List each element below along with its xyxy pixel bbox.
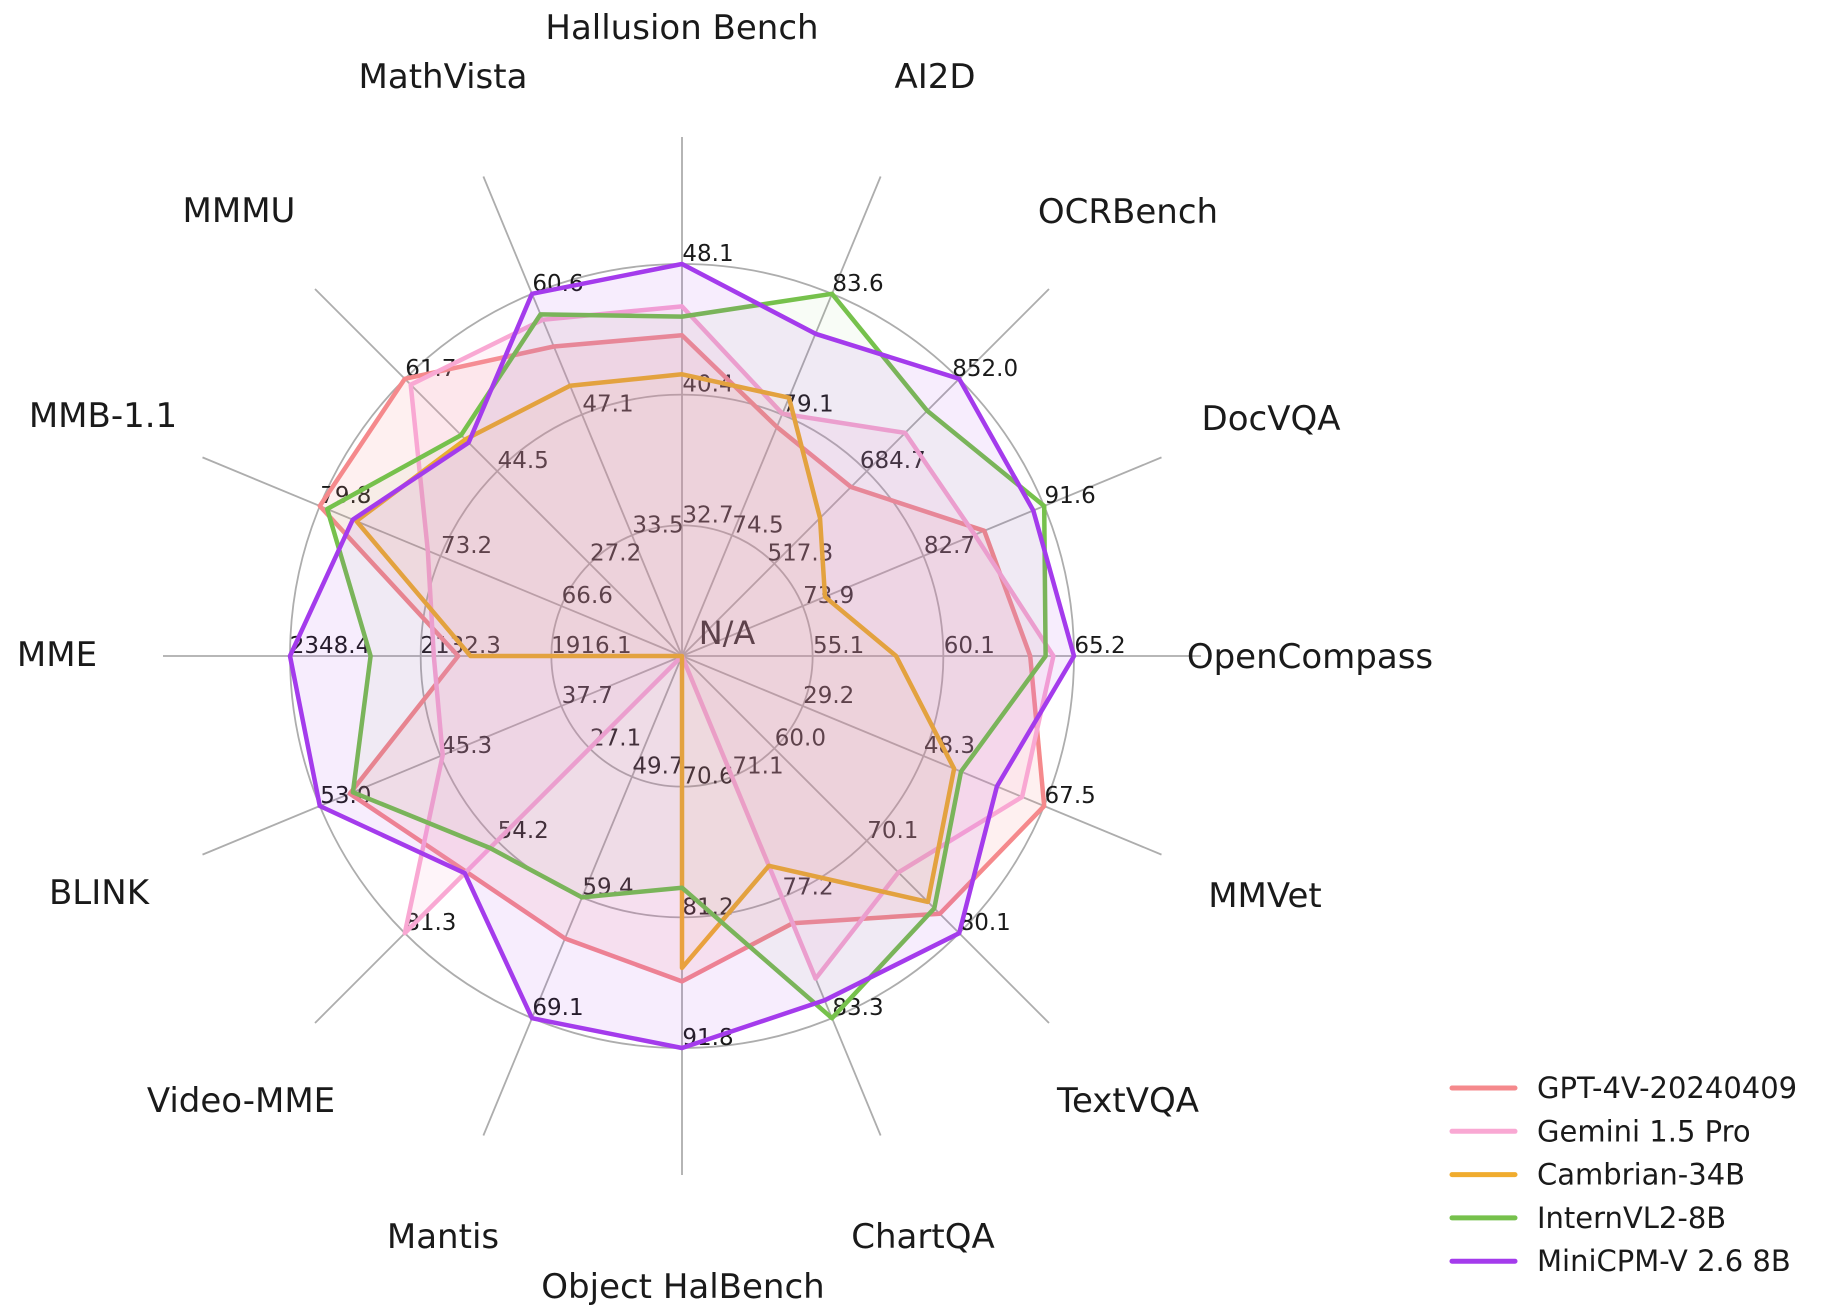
tick-label-blink-1: 37.7 — [562, 683, 613, 709]
tick-label-mathvista-1: 33.5 — [632, 512, 683, 538]
tick-label-opencompass-1: 55.1 — [813, 633, 864, 659]
legend-label-cambrian-34b: Cambrian-34B — [1537, 1158, 1745, 1192]
axis-label-mmb-1-1: MMB-1.1 — [29, 396, 177, 436]
axis-label-mmmu: MMMU — [183, 191, 296, 231]
tick-label-docvqa-3: 91.6 — [1045, 483, 1096, 509]
series-polygon-minicpm-v-2-6-8b — [287, 261, 1077, 1051]
axis-label-opencompass: OpenCompass — [1187, 637, 1433, 677]
legend-item-cambrian-34b: Cambrian-34B — [1449, 1158, 1745, 1192]
axis-label-mme: MME — [17, 635, 97, 675]
tick-label-opencompass-2: 60.1 — [944, 633, 995, 659]
axis-label-mmvet: MMVet — [1208, 876, 1322, 916]
tick-label-mmmu-2: 44.5 — [498, 448, 549, 474]
axis-spoke-mmvet — [681, 655, 1162, 856]
center-na-label: N/A — [699, 614, 756, 652]
tick-label-mathvista-2: 47.1 — [582, 392, 633, 418]
series-polygon-gemini-1-5-pro — [402, 304, 1056, 981]
axis-spoke-ai2d — [681, 176, 882, 657]
axis-spoke-textvqa — [681, 655, 1050, 1024]
series-polygon-internvl2-8b — [324, 291, 1048, 1021]
tick-label-hallusion-bench-1: 32.7 — [682, 502, 733, 528]
tick-label-opencompass-3: 65.2 — [1074, 633, 1125, 659]
axis-spoke-docvqa — [681, 456, 1162, 657]
axis-label-ai2d: AI2D — [894, 57, 975, 97]
tick-label-blink-2: 45.3 — [441, 733, 492, 759]
legend-label-gpt-4v-20240409: GPT-4V-20240409 — [1537, 1071, 1797, 1105]
tick-label-ai2d-1: 74.5 — [732, 512, 783, 538]
tick-label-docvqa-1: 73.9 — [803, 583, 854, 609]
tick-label-mmvet-2: 48.3 — [924, 733, 975, 759]
tick-label-hallusion-bench-3: 48.1 — [682, 241, 733, 267]
axis-label-object-halbench: Object HalBench — [541, 1267, 824, 1307]
legend-label-minicpm-v-2-6-8b: MiniCPM-V 2.6 8B — [1537, 1244, 1791, 1278]
tick-label-object-halbench-1: 70.6 — [682, 764, 733, 790]
axis-label-docvqa: DocVQA — [1202, 399, 1341, 439]
tick-label-mantis-3: 69.1 — [532, 995, 583, 1021]
legend-label-gemini-1-5-pro: Gemini 1.5 Pro — [1537, 1114, 1751, 1148]
tick-label-textvqa-1: 60.0 — [775, 725, 826, 751]
tick-label-ai2d-3: 83.6 — [832, 271, 883, 297]
axis-spoke-mmb-1-1 — [202, 456, 683, 657]
tick-label-mmvet-3: 67.5 — [1045, 783, 1096, 809]
legend-label-internvl2-8b: InternVL2-8B — [1537, 1201, 1726, 1235]
legend-item-gpt-4v-20240409: GPT-4V-20240409 — [1449, 1071, 1797, 1105]
axis-label-video-mme: Video-MME — [147, 1081, 335, 1121]
axis-label-mathvista: MathVista — [359, 57, 528, 97]
legend: GPT-4V-20240409 Gemini 1.5 Pro Cambrian-34… — [1449, 1071, 1797, 1278]
tick-label-mantis-1: 49.7 — [632, 754, 683, 780]
tick-label-ocrbench-2: 684.7 — [860, 448, 926, 474]
tick-label-docvqa-2: 82.7 — [924, 533, 975, 559]
axis-label-blink: BLINK — [49, 873, 151, 913]
axis-spoke-ocrbench — [681, 288, 1050, 657]
tick-label-mmb-1-1-1: 66.6 — [562, 583, 613, 609]
axis-spoke-mmmu — [314, 288, 683, 657]
axis-label-textvqa: TextVQA — [1056, 1081, 1199, 1121]
axis-label-hallusion-bench: Hallusion Bench — [545, 8, 818, 48]
axis-label-mantis: Mantis — [387, 1217, 499, 1257]
axis-label-chartqa: ChartQA — [851, 1217, 994, 1257]
tick-label-mmvet-1: 29.2 — [803, 683, 854, 709]
tick-label-mmmu-1: 27.2 — [590, 541, 641, 567]
tick-label-ocrbench-3: 852.0 — [952, 356, 1018, 382]
tick-label-chartqa-1: 71.1 — [732, 754, 783, 780]
axis-spoke-mathvista — [482, 176, 683, 657]
tick-label-mme-3: 2348.4 — [290, 633, 370, 659]
legend-item-gemini-1-5-pro: Gemini 1.5 Pro — [1449, 1114, 1751, 1148]
legend-item-internvl2-8b: InternVL2-8B — [1449, 1201, 1726, 1235]
legend-item-minicpm-v-2-6-8b: MiniCPM-V 2.6 8B — [1449, 1244, 1791, 1278]
tick-label-textvqa-2: 70.1 — [867, 818, 918, 844]
tick-label-textvqa-3: 80.1 — [960, 910, 1011, 936]
tick-label-mmb-1-1-2: 73.2 — [441, 533, 492, 559]
axis-label-ocrbench: OCRBench — [1038, 192, 1218, 232]
